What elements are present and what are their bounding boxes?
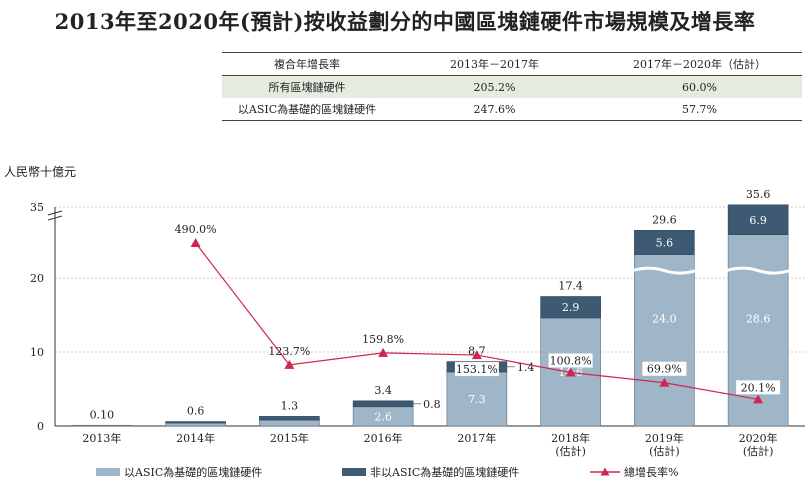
legend-swatch-asic [96, 468, 120, 476]
y-tick-label: 20 [30, 272, 44, 285]
legend-item-asic: 以ASIC為基礎的區塊鏈硬件 [96, 464, 262, 480]
y-axis-break-mark [47, 210, 63, 216]
x-tick-label: 2019年 [645, 431, 684, 445]
growth-rate-label: 123.7% [268, 345, 310, 358]
legend-swatch-non-asic [342, 468, 366, 476]
growth-rate-label: 100.8% [550, 354, 592, 367]
bar-total-label: 1.3 [281, 399, 299, 412]
bar-asic-label: 7.3 [468, 393, 486, 406]
cagr-header-label: 複合年增長率 [222, 52, 392, 76]
x-tick-label: 2015年 [270, 431, 309, 445]
growth-label-box [642, 361, 687, 376]
bar-asic [634, 254, 695, 427]
legend-item-non-asic: 非以ASIC為基礎的區塊鏈硬件 [342, 464, 519, 480]
legend-label-growth: 總增長率% [624, 466, 679, 479]
x-tick-label: 2018年 [551, 431, 590, 445]
bar-asic-label: 28.6 [746, 312, 771, 325]
cagr-row-label: 所有區塊鏈硬件 [222, 75, 392, 98]
cagr-cell: 60.0% [597, 75, 802, 98]
bar-non-asic [259, 416, 320, 421]
y-tick-label: 0 [37, 420, 44, 433]
bar-break-mark [631, 266, 697, 275]
legend-label-asic: 以ASIC為基礎的區塊鏈硬件 [124, 466, 263, 479]
x-tick-label: 2017年 [457, 431, 496, 445]
bar-break-mark [725, 266, 791, 275]
bar-total-label: 3.4 [374, 384, 392, 397]
bar-non-asic-label: 1.4 [517, 361, 535, 374]
growth-rate-marker [190, 238, 201, 247]
growth-rate-marker [378, 347, 389, 357]
bar-total-label: 0.10 [90, 408, 115, 421]
growth-rate-marker [659, 377, 670, 387]
bar-asic [71, 424, 133, 427]
cagr-row-all: 所有區塊鏈硬件 205.2% 60.0% [222, 75, 802, 98]
growth-rate-marker [284, 359, 295, 369]
cagr-cell: 205.2% [392, 75, 597, 98]
growth-rate-marker [753, 394, 764, 404]
growth-rate-label: 159.8% [362, 333, 404, 346]
bar-asic [446, 371, 508, 427]
growth-rate-label: 490.0% [175, 223, 217, 236]
cagr-header-period-2: 2017年－2020年（估計） [597, 52, 802, 76]
x-tick-label: 2016年 [364, 431, 403, 445]
x-tick-label: (估計) [555, 444, 586, 458]
x-tick-label: (估計) [743, 444, 774, 458]
bar-asic [165, 422, 226, 427]
bar-non-asic [165, 421, 226, 424]
bar-total-label: 0.6 [187, 405, 205, 418]
growth-rate-label: 69.9% [647, 363, 682, 376]
bar-total-label: 35.6 [746, 188, 771, 201]
x-tick-label: (估計) [649, 444, 680, 458]
bar-non-asic-label: 6.9 [749, 214, 767, 227]
legend-label-non-asic: 非以ASIC為基礎的區塊鏈硬件 [370, 466, 520, 479]
y-tick-label: 10 [30, 346, 44, 359]
bar-non-asic-label: 5.6 [656, 236, 674, 249]
bar-non-asic [727, 204, 789, 235]
x-tick-label: 2013年 [82, 431, 121, 445]
growth-rate-label: 153.1% [456, 363, 498, 376]
y-axis-unit-label: 人民幣十億元 [4, 165, 77, 179]
bar-asic-label: 24.0 [652, 312, 677, 325]
cagr-table: 複合年增長率 2013年－2017年 2017年－2020年（估計） 所有區塊鏈… [222, 52, 802, 121]
growth-rate-marker [471, 350, 482, 360]
cagr-row-label: 以ASIC為基礎的區塊鏈硬件 [222, 98, 392, 121]
growth-label-box [548, 353, 593, 368]
growth-rate-marker [565, 367, 576, 377]
bar-total-label: 29.6 [652, 213, 677, 226]
bar-non-asic [352, 400, 414, 408]
growth-label-box [736, 380, 781, 395]
legend-item-growth: 總增長率% [590, 464, 678, 480]
x-tick-label: 2014年 [176, 431, 215, 445]
cagr-header-period-1: 2013年－2017年 [392, 52, 597, 76]
cagr-table-header: 複合年增長率 2013年－2017年 2017年－2020年（估計） [222, 52, 802, 76]
bar-non-asic [540, 296, 601, 319]
bar-non-asic-label: 2.9 [562, 301, 580, 314]
bar-non-asic [634, 230, 695, 255]
growth-label-box [454, 362, 499, 377]
bar-non-asic-label: 0.8 [423, 398, 441, 411]
bar-total-label: 17.4 [558, 280, 583, 293]
cagr-cell: 247.6% [392, 98, 597, 121]
growth-rate-label: 20.1% [741, 381, 776, 394]
cagr-cell: 57.7% [597, 98, 802, 121]
y-axis-break-mark [47, 215, 63, 221]
chart-title: 2013年至2020年(預計)按收益劃分的中國區塊鏈硬件市場規模及增長率 [54, 9, 756, 34]
cagr-row-asic: 以ASIC為基礎的區塊鏈硬件 247.6% 57.7% [222, 98, 802, 121]
legend-swatch-growth [590, 467, 620, 476]
x-tick-label: 2020年 [739, 431, 778, 445]
y-tick-label: 35 [30, 201, 44, 214]
bar-asic-label: 2.6 [374, 410, 392, 423]
chart-legend: 以ASIC為基礎的區塊鏈硬件 非以ASIC為基礎的區塊鏈硬件 總增長率% [0, 460, 810, 484]
bar-asic [259, 419, 320, 427]
